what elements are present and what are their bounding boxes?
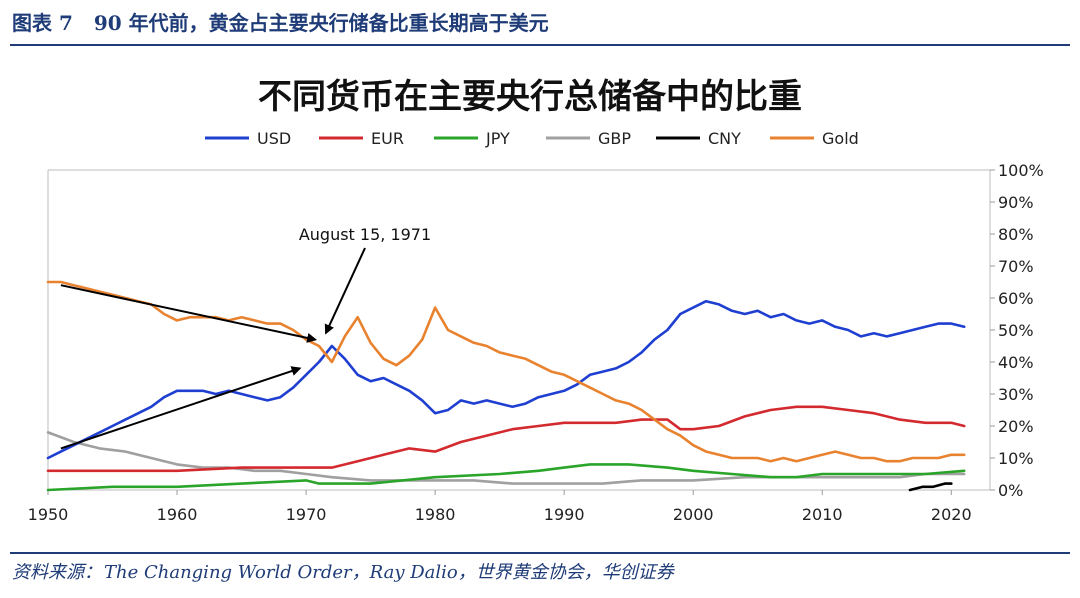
x-tick-label-1950: 1950 [28, 505, 69, 524]
y-tick-label-40: 40% [998, 353, 1034, 372]
legend-label-gbp: GBP [598, 129, 631, 148]
x-tick-label-1960: 1960 [157, 505, 198, 524]
trend-arrow-1 [60, 284, 318, 343]
y-tick-label-70: 70% [998, 257, 1034, 276]
y-tick-label-90: 90% [998, 193, 1034, 212]
y-axis: 0% 10% 20% 30% 40% 50% 60% 70% 80% 90% 100% [989, 161, 1044, 500]
source-text: The Changing World Order，Ray Dalio，世界黄金协… [104, 562, 674, 583]
x-tick-label-1970: 1970 [286, 505, 327, 524]
x-tick-label-2000: 2000 [673, 505, 714, 524]
series-line-gold [46, 280, 966, 463]
bottom-divider [10, 552, 1070, 554]
y-tick-label-30: 30% [998, 385, 1034, 404]
figure-heading: 图表 7 90 年代前，黄金占主要央行储备比重长期高于美元 [12, 6, 563, 40]
y-tick-label-80: 80% [998, 225, 1034, 244]
figure-number: 图表 7 [12, 11, 73, 35]
chart: 不同货币在主要央行总储备中的比重 USD EUR JPY GBP CNY Gold 195… [28, 77, 1044, 524]
x-tick-label-2020: 2020 [931, 505, 972, 524]
y-tick-label-20: 20% [998, 417, 1034, 436]
y-tick-label-60: 60% [998, 289, 1034, 308]
y-tick-label-10: 10% [998, 449, 1034, 468]
x-axis: 1950 1960 1970 1980 1990 2000 2010 2020 [28, 490, 972, 524]
x-tick-label-1990: 1990 [544, 505, 585, 524]
series-line-gbp [46, 431, 966, 485]
figure-caption: 90 年代前，黄金占主要央行储备比重长期高于美元 [93, 11, 549, 35]
top-divider [10, 44, 1070, 46]
source-note: 资料来源： The Changing World Order，Ray Dalio，… [12, 557, 674, 589]
chart-legend: USD EUR JPY GBP CNY Gold [205, 129, 859, 148]
series-line-jpy [46, 463, 966, 492]
annotation-label: August 15, 1971 [299, 225, 431, 244]
series-line-usd [46, 299, 966, 460]
series-line-eur [46, 405, 966, 473]
trend-arrow-2 [60, 366, 302, 450]
annotation-arrow [324, 247, 366, 335]
x-tick-label-1980: 1980 [415, 505, 456, 524]
x-tick-label-2010: 2010 [802, 505, 843, 524]
legend-label-gold: Gold [822, 129, 859, 148]
legend-label-usd: USD [257, 129, 291, 148]
legend-label-eur: EUR [371, 129, 404, 148]
legend-label-jpy: JPY [485, 129, 510, 148]
annotation-layer: August 15, 1971 [60, 225, 431, 450]
legend-label-cny: CNY [708, 129, 741, 148]
chart-title: 不同货币在主要央行总储备中的比重 [258, 77, 802, 117]
y-tick-label-100: 100% [998, 161, 1044, 180]
y-tick-label-0: 0% [998, 481, 1023, 500]
series-layer [46, 280, 966, 492]
y-tick-label-50: 50% [998, 321, 1034, 340]
series-line-cny [908, 482, 953, 492]
source-label: 资料来源： [12, 562, 102, 583]
plot-frame [47, 169, 990, 491]
